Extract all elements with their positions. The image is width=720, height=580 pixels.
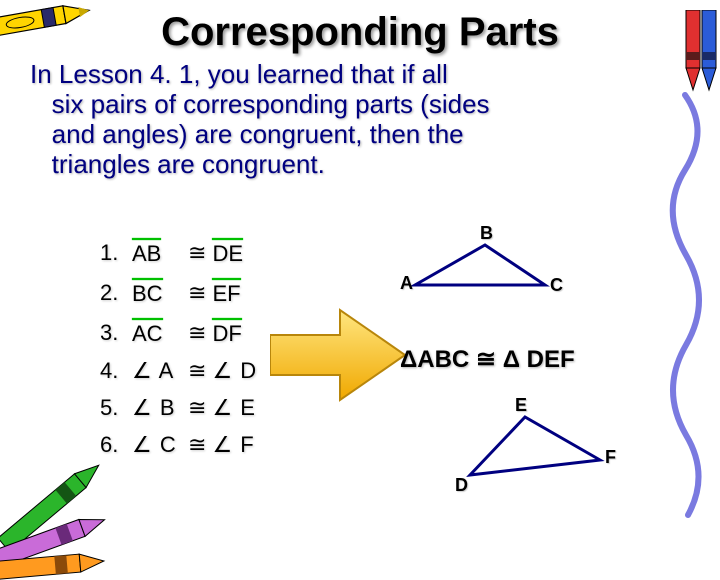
angle-symbol: ∠ xyxy=(132,358,152,383)
congruence-list: 1. AB ≅ DE 2. BC ≅ EF 3. AC ≅ DF 4. ∠ A … xyxy=(100,238,262,469)
congruent-symbol: ≅ xyxy=(188,432,206,458)
intro-line: triangles are congruent. xyxy=(52,149,325,179)
angle-e: E xyxy=(240,395,255,420)
congruent-symbol: ≅ xyxy=(188,358,206,384)
angle-b: B xyxy=(160,395,175,420)
segment-de: DE xyxy=(212,238,243,267)
triangle-abc: A B C xyxy=(400,235,570,320)
list-item: 1. AB ≅ DE xyxy=(100,238,262,267)
angle-symbol: ∠ xyxy=(212,432,232,457)
item-number: 1. xyxy=(100,240,132,266)
vertex-label-f: F xyxy=(605,447,616,468)
item-number: 5. xyxy=(100,395,132,421)
congruent-symbol: ≅ xyxy=(188,280,206,306)
angle-symbol: ∠ xyxy=(132,432,152,457)
segment-ac: AC xyxy=(132,318,163,347)
congruent-symbol: ≅ xyxy=(476,346,496,373)
segment-df: DF xyxy=(212,318,241,347)
vertex-label-c: C xyxy=(550,275,563,296)
list-item: 2. BC ≅ EF xyxy=(100,278,262,307)
list-item: 3. AC ≅ DF xyxy=(100,318,262,347)
item-number: 4. xyxy=(100,358,132,384)
intro-line: In Lesson 4. 1, you learned that if all xyxy=(30,59,448,89)
segment-ef: EF xyxy=(212,278,240,307)
angle-symbol: ∠ xyxy=(212,395,232,420)
intro-line: and angles) are congruent, then the xyxy=(52,119,464,149)
intro-line: six pairs of corresponding parts (sides xyxy=(52,89,490,119)
angle-d: D xyxy=(240,358,256,383)
intro-paragraph: In Lesson 4. 1, you learned that if all … xyxy=(30,60,690,180)
list-item: 4. ∠ A ≅ ∠ D xyxy=(100,358,262,384)
item-number: 3. xyxy=(100,320,132,346)
triangle-def: D E F xyxy=(455,405,625,500)
def-text: DEF xyxy=(527,346,575,373)
page-title: Corresponding Parts xyxy=(0,10,720,55)
angle-symbol: ∠ xyxy=(132,395,152,420)
congruent-symbol: ≅ xyxy=(188,320,206,346)
congruent-symbol: ≅ xyxy=(188,395,206,421)
item-number: 2. xyxy=(100,280,132,306)
segment-ab: AB xyxy=(132,238,161,267)
delta-symbol: Δ xyxy=(400,346,417,373)
segment-bc: BC xyxy=(132,278,163,307)
angle-f: F xyxy=(240,432,253,457)
angle-a: A xyxy=(159,358,174,383)
conclusion-text: ΔABC ≅ Δ DEF xyxy=(400,345,575,374)
arrow-icon xyxy=(270,305,410,405)
angle-c: C xyxy=(160,432,176,457)
vertex-label-d: D xyxy=(455,475,468,496)
delta-symbol: Δ xyxy=(503,346,520,373)
item-number: 6. xyxy=(100,432,132,458)
crayon-squiggle-icon xyxy=(640,10,720,550)
abc-text: ABC xyxy=(417,346,469,373)
angle-symbol: ∠ xyxy=(212,358,232,383)
congruent-symbol: ≅ xyxy=(188,240,206,266)
vertex-label-a: A xyxy=(400,273,413,294)
list-item: 6. ∠ C ≅ ∠ F xyxy=(100,432,262,458)
list-item: 5. ∠ B ≅ ∠ E xyxy=(100,395,262,421)
vertex-label-b: B xyxy=(480,223,493,244)
vertex-label-e: E xyxy=(515,395,527,416)
